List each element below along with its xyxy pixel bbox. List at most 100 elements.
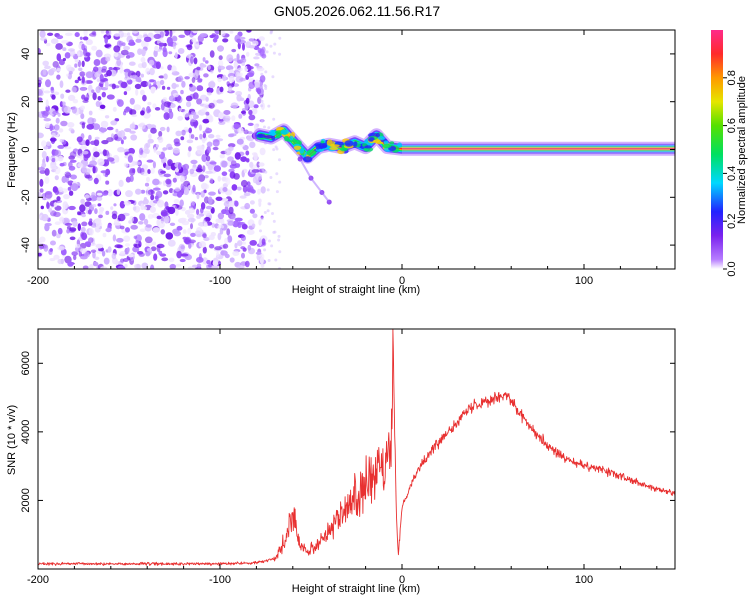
noise-blob	[44, 65, 51, 70]
noise-blob	[45, 99, 49, 108]
noise-blob	[131, 30, 139, 34]
noise-blob	[215, 134, 221, 138]
noise-blob	[199, 33, 208, 38]
noise-blob	[113, 52, 119, 58]
noise-blob	[196, 66, 201, 71]
noise-blob	[144, 182, 150, 187]
signal-blob	[289, 135, 294, 141]
signal-blob	[284, 135, 290, 142]
noise-blob	[246, 72, 254, 78]
noise-blob	[258, 162, 265, 167]
noise-blob	[206, 259, 211, 265]
noise-blob	[193, 57, 198, 65]
noise-blob	[54, 221, 61, 225]
noise-speck	[260, 104, 264, 108]
noise-blob	[181, 129, 186, 136]
noise-blob	[69, 49, 76, 57]
noise-blob	[236, 38, 242, 43]
noise-blob	[146, 159, 154, 163]
snr-x-axis-label: Height of straight line (km)	[292, 583, 420, 595]
noise-blob	[98, 207, 105, 212]
noise-blob	[94, 256, 100, 260]
noise-blob	[101, 68, 107, 73]
noise-blob	[129, 123, 136, 130]
noise-blob	[212, 139, 220, 147]
noise-blob	[153, 253, 158, 261]
noise-blob	[240, 235, 246, 242]
noise-blob	[77, 163, 84, 168]
noise-blob	[68, 127, 74, 132]
noise-blob	[138, 221, 144, 225]
noise-blob	[228, 75, 235, 83]
noise-blob	[205, 127, 213, 134]
noise-blob	[80, 105, 85, 111]
noise-blob	[154, 45, 159, 52]
noise-blob	[39, 188, 44, 193]
noise-speck	[266, 209, 270, 213]
colorbar-label: Normalized spectral amplitude	[736, 76, 748, 224]
noise-blob	[106, 157, 115, 162]
noise-blob	[105, 30, 110, 34]
noise-blob	[180, 183, 185, 192]
noise-blob	[238, 113, 243, 119]
noise-blob	[84, 80, 93, 84]
noise-blob	[41, 151, 47, 159]
noise-speck	[274, 258, 278, 262]
noise-blob	[226, 54, 234, 63]
noise-speck	[269, 31, 273, 35]
noise-blob	[92, 166, 98, 174]
noise-blob	[99, 79, 106, 83]
noise-blob	[62, 57, 66, 62]
noise-blob	[227, 143, 236, 148]
noise-blob	[211, 265, 219, 269]
noise-speck	[278, 180, 282, 184]
noise-blob	[179, 199, 184, 207]
noise-blob	[67, 261, 74, 267]
noise-blob	[88, 237, 94, 243]
noise-blob	[79, 36, 83, 40]
noise-blob	[255, 251, 262, 255]
noise-blob	[117, 265, 126, 269]
noise-blob	[207, 88, 214, 93]
noise-blob	[112, 154, 120, 163]
noise-blob	[120, 49, 129, 56]
noise-blob	[140, 80, 149, 88]
signal-blob	[369, 137, 375, 141]
noise-blob	[232, 250, 240, 256]
noise-blob	[148, 59, 155, 66]
noise-blob	[135, 38, 142, 43]
noise-blob	[94, 208, 98, 215]
noise-blob	[89, 264, 94, 269]
noise-blob	[178, 107, 182, 112]
noise-blob	[143, 112, 151, 119]
noise-blob	[249, 141, 256, 149]
noise-blob	[254, 173, 263, 181]
noise-blob	[50, 165, 57, 170]
noise-blob	[227, 220, 234, 226]
noise-blob	[112, 106, 117, 112]
noise-blob	[41, 140, 47, 148]
noise-blob	[204, 175, 209, 179]
noise-blob	[85, 39, 93, 46]
noise-blob	[241, 252, 245, 259]
noise-blob	[223, 110, 231, 115]
noise-blob	[158, 250, 163, 256]
noise-blob	[47, 32, 54, 36]
noise-blob	[235, 91, 243, 96]
noise-blob	[84, 168, 91, 175]
noise-blob	[42, 69, 47, 76]
noise-blob	[44, 168, 50, 176]
noise-blob	[183, 180, 191, 187]
noise-blob	[95, 243, 104, 249]
noise-blob	[102, 149, 107, 157]
noise-blob	[154, 107, 161, 111]
noise-blob	[192, 92, 199, 100]
noise-blob	[184, 237, 190, 245]
noise-blob	[132, 206, 137, 211]
signal-blob	[377, 136, 386, 141]
noise-blob	[244, 102, 249, 111]
noise-blob	[73, 254, 77, 261]
noise-blob	[176, 225, 183, 231]
noise-blob	[177, 162, 182, 170]
noise-blob	[241, 223, 248, 230]
